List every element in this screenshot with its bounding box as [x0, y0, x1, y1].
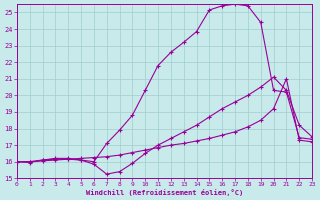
X-axis label: Windchill (Refroidissement éolien,°C): Windchill (Refroidissement éolien,°C) — [86, 189, 243, 196]
